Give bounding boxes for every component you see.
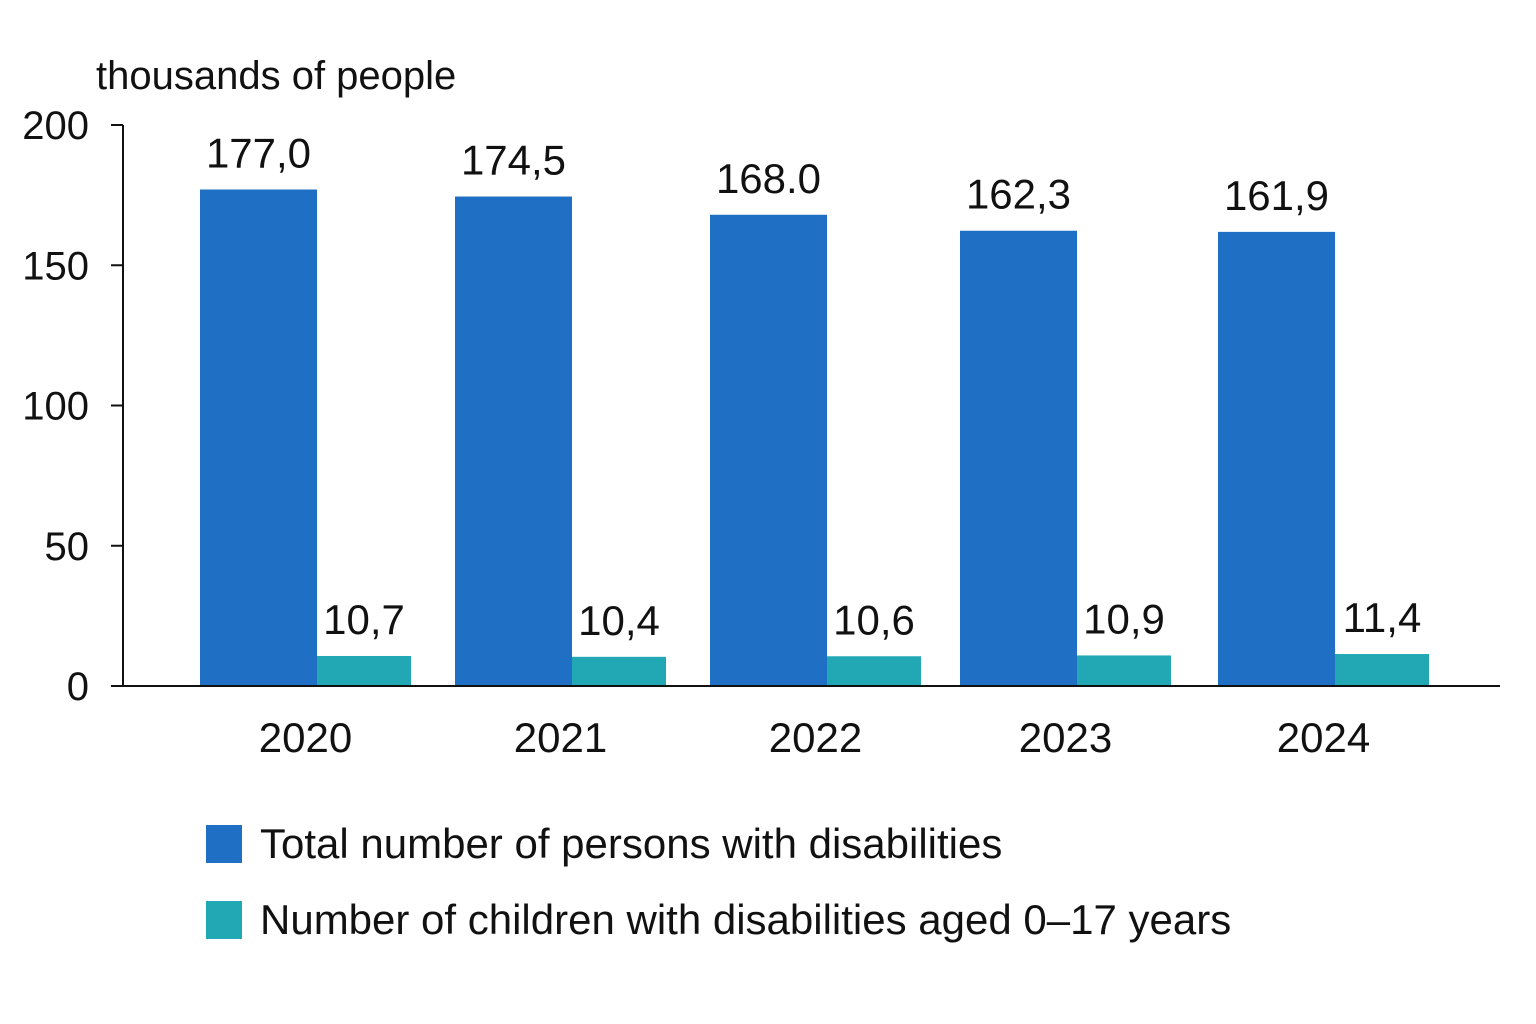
bar-children-2022 (827, 656, 921, 686)
bar-total-2020 (200, 189, 317, 686)
x-tick-label-2024: 2024 (1277, 714, 1370, 761)
bar-children-2020 (317, 655, 411, 686)
legend-label-total: Total number of persons with disabilitie… (260, 820, 1003, 867)
legend-swatch-children (206, 901, 242, 939)
bar-children-2023 (1077, 655, 1171, 686)
y-tick-label-50: 50 (45, 525, 90, 569)
y-tick-label-100: 100 (22, 385, 89, 429)
data-label-total-2020: 177,0 (206, 130, 311, 177)
x-tick-label-2021: 2021 (514, 714, 607, 761)
x-tick-label-2023: 2023 (1019, 714, 1112, 761)
y-tick-label-150: 150 (22, 244, 89, 288)
legend-item-children: Number of children with disabilities age… (206, 882, 1231, 958)
data-label-total-2021: 174,5 (461, 137, 566, 184)
legend-label-children: Number of children with disabilities age… (260, 896, 1232, 943)
bar-total-2022 (710, 214, 827, 686)
y-tick-label-0: 0 (67, 665, 89, 709)
data-label-total-2024: 161,9 (1224, 172, 1329, 219)
bar-total-2021 (455, 196, 572, 686)
x-tick-label-2022: 2022 (769, 714, 862, 761)
legend-item-total: Total number of persons with disabilitie… (206, 806, 1231, 882)
x-tick-label-2020: 2020 (259, 714, 352, 761)
bar-children-2024 (1335, 654, 1429, 686)
data-label-children-2022: 10,6 (833, 596, 915, 643)
data-label-children-2023: 10,9 (1083, 595, 1165, 642)
data-label-children-2024: 11,4 (1343, 594, 1422, 641)
bar-total-2023 (960, 230, 1077, 686)
legend-swatch-total (206, 825, 242, 863)
y-tick-label-200: 200 (22, 104, 89, 148)
bar-total-2024 (1218, 231, 1335, 687)
data-label-total-2022: 168.0 (716, 155, 821, 202)
legend: Total number of persons with disabilitie… (206, 806, 1231, 958)
bar-children-2021 (572, 656, 666, 686)
data-label-children-2020: 10,7 (323, 596, 405, 643)
data-label-total-2023: 162,3 (966, 171, 1071, 218)
data-label-children-2021: 10,4 (578, 597, 660, 644)
y-axis-unit-label: thousands of people (96, 54, 457, 98)
